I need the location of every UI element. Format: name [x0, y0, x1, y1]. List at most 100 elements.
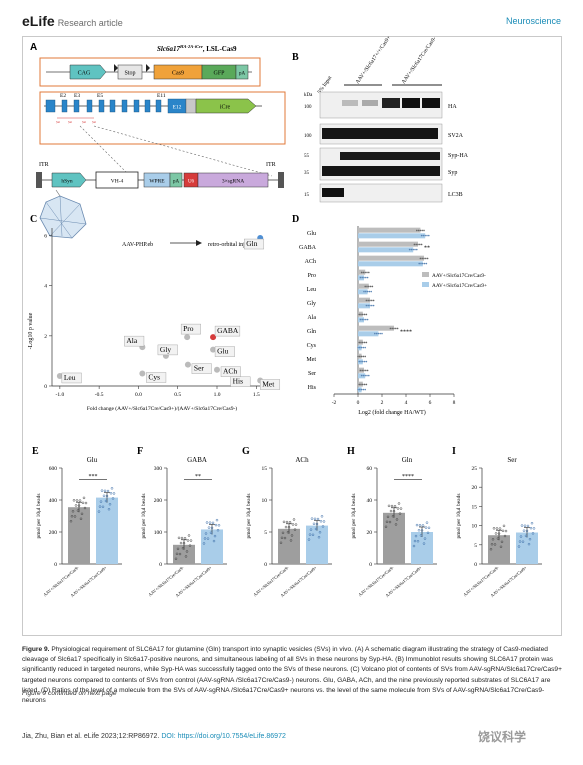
- panel-i-ytick: 25: [472, 466, 478, 472]
- volcano-label-pro: Pro: [183, 324, 194, 333]
- panel-g-ytick: 0: [264, 562, 267, 568]
- panel-e-significance: ***: [89, 474, 98, 480]
- caption-label: Figure 9.: [22, 646, 50, 653]
- d-category-ala: Ala: [307, 315, 316, 321]
- c-xtick: 0.5: [174, 392, 181, 398]
- panel-f-letter: F: [137, 446, 143, 457]
- caption-text: Physiological requirement of SLC6A17 for…: [22, 646, 562, 705]
- panel-i-bar-0: [488, 535, 510, 564]
- blot-sv2a: [319, 123, 443, 145]
- d-bar-cas9-plus-glu: [358, 233, 426, 239]
- panel-i-bar-1: [516, 532, 538, 564]
- injection-label: retro-orbital injection: [208, 242, 259, 248]
- aav-capsid-icon: [39, 195, 87, 239]
- volcano-point-ach: [214, 366, 220, 373]
- panel-h-ylabel: pmol per 10μl beads: [351, 494, 357, 539]
- figure-frame: [22, 36, 562, 636]
- c-ytick: 4: [44, 284, 47, 290]
- panel-g-ylabel: pmol per 10μl beads: [246, 494, 252, 539]
- panel-c-ylabel: -Log10 p value: [28, 312, 34, 349]
- row-label-syp: Syp: [448, 170, 457, 176]
- d-xtick: -2: [332, 400, 337, 406]
- d-category-leu: Leu: [307, 287, 316, 293]
- volcano-point-leu: [56, 372, 63, 379]
- sgrna-box: [197, 172, 269, 188]
- panel-g-title: ACh: [295, 456, 309, 464]
- d-bar-cas9-minus-gaba: [358, 241, 418, 247]
- blot-syp: [319, 147, 443, 181]
- pa-label: pA: [239, 72, 246, 77]
- panel-f-ytick: 100: [154, 530, 163, 536]
- volcano-point-ser: [184, 361, 191, 368]
- panel-h-ytick: 0: [369, 562, 372, 568]
- panel-h-significance: ****: [402, 474, 414, 480]
- svg-text:✂: ✂: [92, 121, 96, 126]
- hsyn-label: hSyn: [61, 179, 73, 185]
- aav-pa-box: [169, 172, 183, 188]
- d-significance-gln: ****: [400, 330, 412, 336]
- virus-label: AAV-PHP.eb: [122, 242, 153, 248]
- exon-e3: E3: [74, 93, 80, 99]
- row-label-sv2a: SV2A: [448, 133, 464, 139]
- volcano-label-gln: Gln: [246, 239, 258, 248]
- d-category-gly: Gly: [307, 301, 316, 307]
- hsyn-box: [51, 172, 87, 188]
- journal-logo: eLife Research article: [22, 13, 123, 29]
- marker-sv2a: 100: [304, 134, 312, 139]
- journal-name: eLife: [22, 13, 55, 29]
- d-bar-cas9-minus-glu: [358, 227, 421, 233]
- panel-h-ytick: 60: [367, 466, 373, 472]
- figure-caption: Figure 9. Physiological requirement of S…: [22, 645, 562, 706]
- marker-ha: 100: [304, 105, 312, 110]
- d-bar-cas9-plus-gaba: [358, 247, 414, 253]
- volcano-label-glu: Glu: [217, 347, 229, 356]
- d-category-ser: Ser: [308, 371, 316, 377]
- panel-f-ylabel: pmol per 10μl beads: [141, 494, 147, 539]
- svg-text:✂: ✂: [82, 121, 86, 126]
- u6-label: U6: [188, 180, 195, 185]
- panel-i-ytick: 10: [472, 524, 478, 530]
- c-xtick: 1.0: [214, 392, 221, 398]
- blot-lc3b: [319, 183, 443, 203]
- d-xtick: 6: [429, 400, 432, 406]
- wechat-watermark: 饶议科学: [478, 730, 527, 744]
- c-ytick: 0: [44, 384, 47, 390]
- d-xtick: 4: [405, 400, 408, 406]
- volcano-label-ach: ACh: [223, 367, 237, 376]
- volcano-label-met: Met: [262, 379, 275, 388]
- panel-e-ytick: 400: [49, 498, 58, 504]
- d-category-met: Met: [306, 357, 316, 363]
- volcano-point-cys: [139, 370, 146, 377]
- citation-text: Jia, Zhu, Bian et al. eLife 2023;12:RP86…: [22, 733, 160, 740]
- svg-text:✂: ✂: [68, 121, 72, 126]
- cag-label: CAG: [78, 71, 91, 77]
- row-label-lc3b: LC3B: [448, 192, 463, 198]
- panel-g-ytick: 10: [262, 498, 268, 504]
- cas9-label: Cas9: [172, 71, 184, 77]
- volcano-label-gaba: GABA: [217, 326, 239, 335]
- volcano-label-cys: Cys: [148, 372, 160, 381]
- d-category-gln: Gln: [307, 329, 316, 335]
- panel-b: B kDa 5% Input AAV+/Slc6a17+/+/Cas9+ AAV…: [292, 36, 469, 203]
- d-category-pro: Pro: [308, 273, 316, 279]
- d-significance-gaba: **: [424, 246, 430, 252]
- svg-text:✂: ✂: [56, 121, 60, 126]
- panel-c-xlabel: Fold change (AAV+/Slc6a17Cre/Cas9+)/(AAV…: [87, 405, 237, 412]
- marker-lc3b: 15: [304, 193, 310, 198]
- panel-i-ytick: 5: [474, 543, 477, 549]
- aav-pa-label: pA: [173, 180, 180, 185]
- doi-link[interactable]: DOI: https://doi.org/10.7554/eLife.86972: [161, 733, 286, 740]
- d-category-gaba: GABA: [299, 245, 317, 251]
- gfp-label: GFP: [213, 71, 225, 77]
- vh4-box: [95, 171, 139, 189]
- panel-i-ytick: 15: [472, 504, 478, 510]
- article-type: Research article: [57, 18, 123, 28]
- d-bar-cas9-minus-gly: [358, 297, 370, 303]
- panel-e-ytick: 600: [49, 466, 58, 472]
- panel-e-bar-0: [68, 507, 90, 564]
- blot-ha: [319, 91, 443, 119]
- d-bar-cas9-minus-gln: [358, 325, 394, 331]
- panel-e-ytick: 200: [49, 530, 58, 536]
- legend-cas9-plus: AAV+/Slc6a17Cre/Cas9+: [432, 283, 487, 289]
